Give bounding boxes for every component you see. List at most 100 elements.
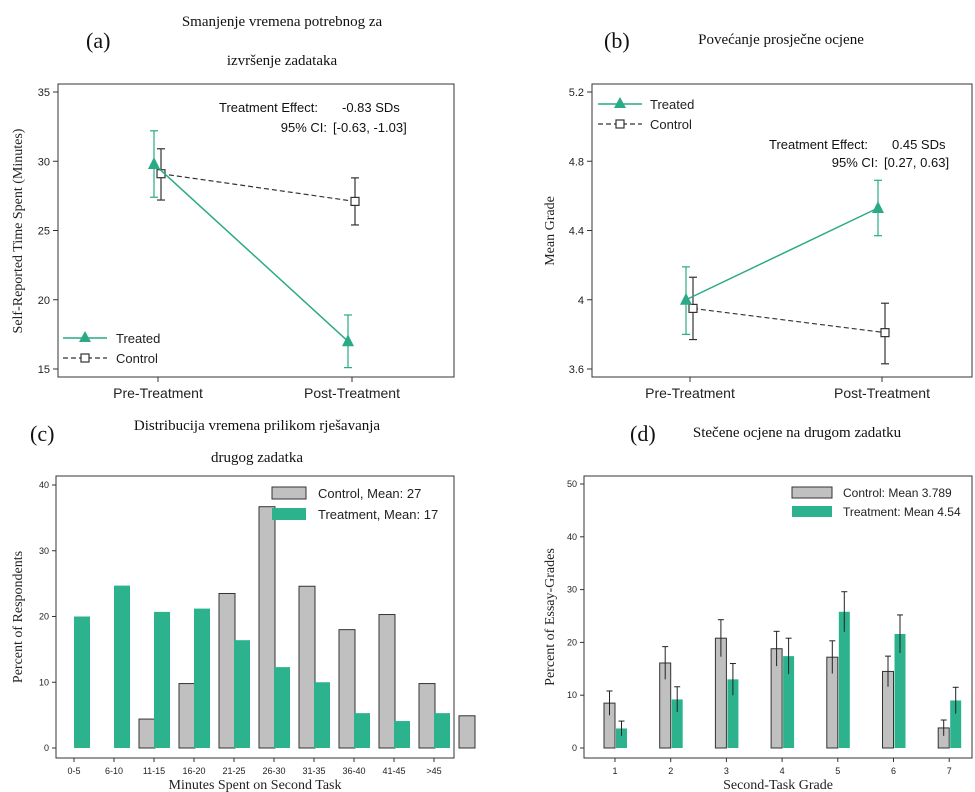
panel-c-title-line1: Distribucija vremena prilikom rješavanja xyxy=(134,418,381,434)
x-tick-label: Post-Treatment xyxy=(304,385,400,401)
panel-d-ylabel: Percent of Essay-Grades xyxy=(543,548,558,686)
treated-point-marker xyxy=(872,200,884,213)
legend-treated-label: Treated xyxy=(650,97,694,112)
x-tick-label: 1 xyxy=(612,766,617,776)
treatment-bar xyxy=(154,611,170,748)
x-tick-label: 7 xyxy=(947,766,952,776)
control-bar xyxy=(378,614,396,749)
panel-b-ylabel: Mean Grade xyxy=(543,196,558,266)
x-tick-label: 16-20 xyxy=(182,766,205,776)
panel-b-plot-frame xyxy=(591,83,973,378)
panel-a-letter: (a) xyxy=(86,28,110,53)
control-bar xyxy=(218,592,236,749)
treated-series-line xyxy=(153,163,349,342)
x-tick-label: 6-10 xyxy=(105,766,123,776)
panel-c: (c) Distribucija vremena prilikom rješav… xyxy=(11,418,476,792)
control-bar xyxy=(418,683,436,749)
y-tick-label: 15 xyxy=(38,364,50,376)
x-tick-label: 5 xyxy=(835,766,840,776)
x-tick-label: 6 xyxy=(891,766,896,776)
y-tick-label: 20 xyxy=(38,295,50,307)
treated-point-marker xyxy=(342,334,354,347)
treatment-bar xyxy=(616,728,627,748)
treatment-bar xyxy=(783,656,795,748)
y-tick-label: 4 xyxy=(578,295,584,307)
panel-d: (d) Stečene ocjene na drugom zadatku Per… xyxy=(543,421,973,792)
treatment-bar xyxy=(671,699,683,748)
control-series-line xyxy=(692,307,886,334)
y-tick-label: 0 xyxy=(44,743,49,753)
treatment-bar xyxy=(394,721,410,748)
panel-a-effect-label: Treatment Effect: xyxy=(219,100,318,115)
y-tick-label: 30 xyxy=(39,546,49,556)
panel-d-letter: (d) xyxy=(630,421,656,446)
panel-b-legend: Treated Control xyxy=(598,97,694,132)
x-tick-label: 36-40 xyxy=(342,766,365,776)
x-tick-label: 4 xyxy=(780,766,785,776)
control-bar xyxy=(298,585,316,749)
treatment-bar xyxy=(194,608,210,748)
y-tick-label: 40 xyxy=(567,532,577,542)
control-bar xyxy=(178,683,196,749)
y-tick-label: 4.4 xyxy=(569,226,584,238)
y-tick-label: 35 xyxy=(38,87,50,99)
x-tick-label: 26-30 xyxy=(262,766,285,776)
panel-b-effect-value: 0.45 SDs xyxy=(892,137,946,152)
y-tick-label: 20 xyxy=(39,612,49,622)
x-tick-label: >45 xyxy=(426,766,441,776)
treatment-bar xyxy=(234,640,250,748)
panel-c-ylabel: Percent of Respondents xyxy=(11,551,26,683)
legend-treated-label: Treated xyxy=(116,331,160,346)
treatment-bar xyxy=(950,700,962,748)
panel-b-ci-value: [0.27, 0.63] xyxy=(884,155,949,170)
x-tick-label: 41-45 xyxy=(382,766,405,776)
treatment-bar xyxy=(74,616,90,748)
treatment-bar xyxy=(114,585,130,748)
treatment-bar xyxy=(314,682,330,748)
treatment-bar xyxy=(354,713,370,748)
control-series-line xyxy=(160,173,356,203)
control-bar xyxy=(138,718,156,749)
x-tick-label: 11-15 xyxy=(143,766,165,776)
treatment-bar xyxy=(434,713,450,748)
legend-treatment-swatch xyxy=(792,506,832,517)
panel-c-legend: Control, Mean: 27 Treatment, Mean: 17 xyxy=(271,486,438,522)
treatment-bar xyxy=(274,667,290,748)
x-tick-label: 31-35 xyxy=(302,766,325,776)
x-tick-label: 0-5 xyxy=(67,766,80,776)
control-bar xyxy=(338,629,356,749)
x-tick-label: 21-25 xyxy=(222,766,245,776)
legend-treated-marker xyxy=(79,331,91,342)
y-tick-label: 30 xyxy=(38,156,50,168)
panel-b: (b) Povećanje prosječne ocjene Mean Grad… xyxy=(543,28,973,401)
legend-control-marker xyxy=(80,353,90,363)
panel-a-title-line1: Smanjenje vremena potrebnog za xyxy=(182,14,383,30)
legend-treated-marker xyxy=(614,97,626,108)
treatment-bar xyxy=(838,611,850,748)
treated-series-line xyxy=(685,207,879,301)
x-tick-label: 2 xyxy=(668,766,673,776)
panel-b-letter: (b) xyxy=(604,28,630,53)
y-tick-label: 3.6 xyxy=(569,364,584,376)
y-tick-label: 0 xyxy=(572,743,577,753)
legend-control-marker xyxy=(615,119,625,129)
y-tick-label: 25 xyxy=(38,226,50,238)
y-tick-label: 10 xyxy=(39,677,49,687)
legend-treatment-label: Treatment: Mean 4.54 xyxy=(843,505,961,519)
panel-b-effect-label: Treatment Effect: xyxy=(769,137,868,152)
panel-b-ci-label: 95% CI: xyxy=(832,155,878,170)
y-tick-label: 5.2 xyxy=(569,87,584,99)
legend-treatment-label: Treatment, Mean: 17 xyxy=(318,507,438,522)
y-tick-label: 50 xyxy=(567,479,577,489)
x-tick-label: Pre-Treatment xyxy=(645,385,735,401)
control-bar xyxy=(258,506,276,749)
treated-point-marker xyxy=(148,157,160,170)
x-tick-label: 3 xyxy=(724,766,729,776)
y-tick-label: 10 xyxy=(567,690,577,700)
control-point-marker xyxy=(350,196,360,207)
y-tick-label: 4.8 xyxy=(569,156,584,168)
panel-b-title: Povećanje prosječne ocjene xyxy=(698,32,864,48)
legend-control-label: Control: Mean 3.789 xyxy=(843,486,952,500)
y-tick-label: 40 xyxy=(39,480,49,490)
